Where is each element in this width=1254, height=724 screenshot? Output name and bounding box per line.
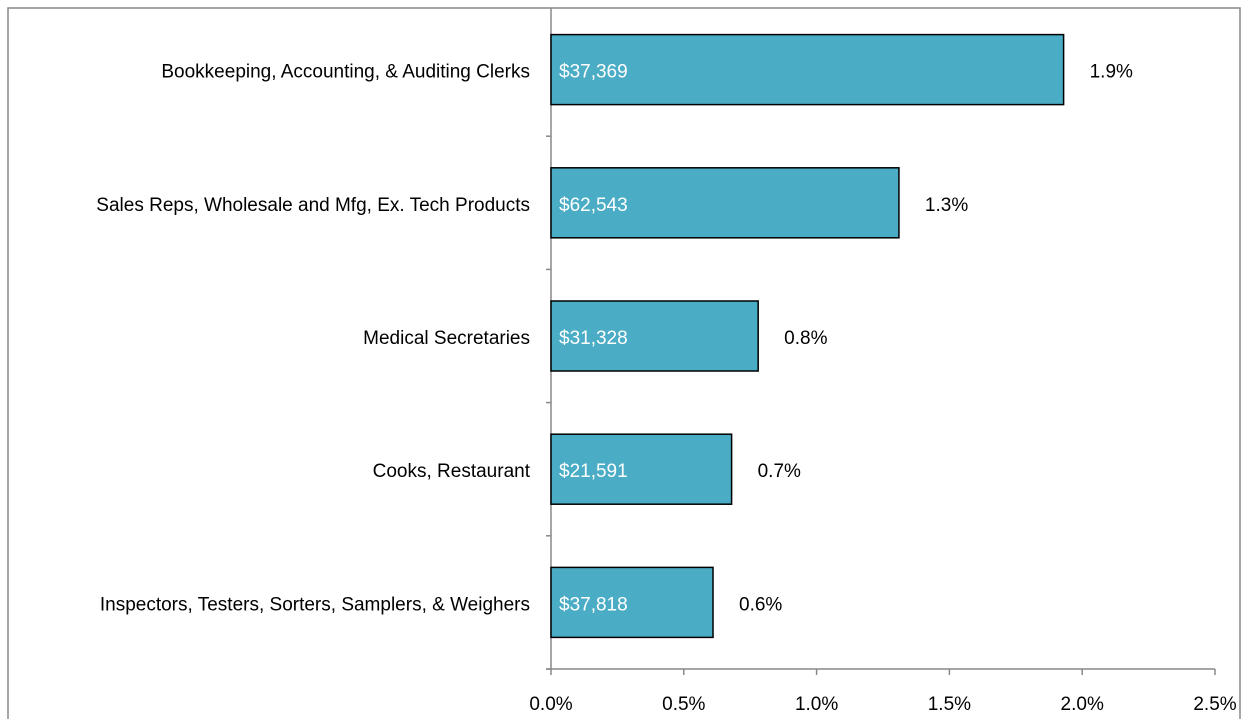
bar	[550, 433, 733, 505]
salary-label: $37,369	[559, 62, 628, 83]
category-label: Cooks, Restaurant	[373, 461, 531, 482]
bar	[550, 300, 759, 372]
value-label: 1.9%	[1090, 62, 1133, 83]
x-tick-label: 1.0%	[795, 694, 838, 715]
salary-label: $62,543	[559, 195, 628, 216]
value-label: 0.7%	[758, 461, 801, 482]
bar	[550, 566, 714, 639]
bar	[550, 33, 1065, 106]
x-tick-label: 0.5%	[662, 694, 705, 715]
x-tick-label: 2.0%	[1061, 694, 1104, 715]
salary-label: $31,328	[559, 328, 628, 349]
bar	[550, 167, 900, 239]
salary-label: $37,818	[559, 594, 628, 615]
category-label: Medical Secretaries	[363, 328, 530, 349]
salary-label: $21,591	[559, 461, 628, 482]
chart-frame	[7, 7, 1241, 719]
x-tick-label: 0.0%	[529, 694, 572, 715]
category-label: Inspectors, Testers, Sorters, Samplers, …	[100, 594, 530, 615]
category-label: Sales Reps, Wholesale and Mfg, Ex. Tech …	[96, 195, 530, 216]
x-tick-label: 1.5%	[928, 694, 971, 715]
value-label: 0.8%	[784, 328, 827, 349]
value-label: 0.6%	[739, 594, 782, 615]
x-tick-label: 2.5%	[1193, 694, 1236, 715]
category-label: Bookkeeping, Accounting, & Auditing Cler…	[161, 62, 530, 83]
value-label: 1.3%	[925, 195, 968, 216]
